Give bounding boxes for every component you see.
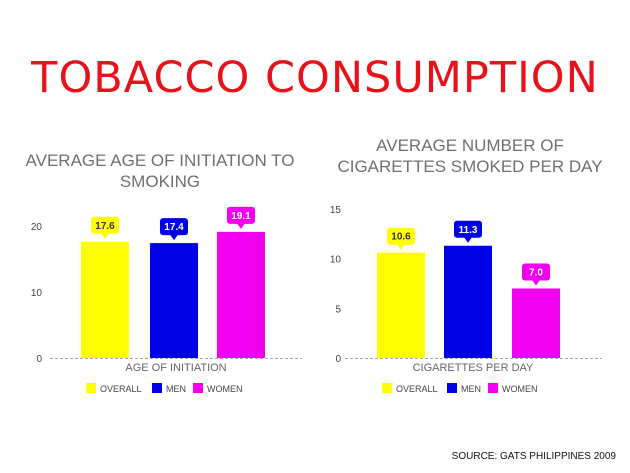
bar-men xyxy=(150,243,198,358)
value-label-men: 17.4 xyxy=(164,222,184,233)
legend-label-men: MEN xyxy=(461,384,481,394)
legend-label-overall: OVERALL xyxy=(396,384,438,394)
y-tick-label-10: 10 xyxy=(31,288,43,299)
value-label-women: 19.1 xyxy=(231,211,251,222)
value-callout-overall xyxy=(91,216,119,234)
legend-label-women: WOMEN xyxy=(207,384,243,394)
value-callout-men xyxy=(454,220,482,238)
value-callout-pointer-overall xyxy=(397,244,405,250)
y-tick-label-5: 5 xyxy=(335,304,341,315)
legend-swatch-women xyxy=(488,383,498,393)
chart-title-cigarettes-per-day: AVERAGE NUMBER OF CIGARETTES SMOKED PER … xyxy=(337,136,603,176)
y-tick-label-20: 20 xyxy=(31,222,43,233)
y-tick-label-0: 0 xyxy=(335,354,341,365)
bar-women xyxy=(217,231,265,358)
value-callout-pointer-women xyxy=(532,279,540,286)
value-label-overall: 17.6 xyxy=(95,221,115,232)
x-axis-label: AGE OF INITIATION xyxy=(125,362,226,374)
value-label-men: 11.3 xyxy=(459,225,478,236)
legend-swatch-overall xyxy=(382,383,392,393)
legend-swatch-women xyxy=(193,383,203,393)
source-note: SOURCE: GATS PHILIPPINES 2009 xyxy=(451,451,616,462)
value-callout-women xyxy=(227,206,255,224)
bar-overall xyxy=(377,252,425,358)
y-tick-label-10: 10 xyxy=(330,255,342,266)
value-callout-pointer-men xyxy=(170,234,178,241)
value-callout-overall xyxy=(387,227,415,245)
value-callout-men xyxy=(160,218,188,236)
legend-swatch-overall xyxy=(86,383,96,393)
value-callout-pointer-men xyxy=(464,237,472,243)
bar-men xyxy=(444,245,492,358)
bar-women xyxy=(512,288,560,358)
legend-swatch-men xyxy=(152,383,162,393)
value-callout-pointer-women xyxy=(237,223,245,229)
value-callout-women xyxy=(522,263,550,281)
legend-label-overall: OVERALL xyxy=(100,384,142,394)
value-label-overall: 10.6 xyxy=(391,232,411,243)
legend-label-women: WOMEN xyxy=(502,384,538,394)
legend-label-men: MEN xyxy=(166,384,186,394)
main-title: TOBACCO CONSUMPTION xyxy=(31,53,599,103)
bar-overall xyxy=(81,241,129,358)
value-label-women: 7.0 xyxy=(529,267,543,278)
y-tick-label-0: 0 xyxy=(36,354,42,365)
y-tick-label-15: 15 xyxy=(330,205,342,216)
chart-title-age-of-initiation: AVERAGE AGE OF INITIATION TO SMOKING xyxy=(25,151,295,191)
value-callout-pointer-overall xyxy=(101,233,109,239)
x-axis-label: CIGARETTES PER DAY xyxy=(413,362,534,374)
legend-swatch-men xyxy=(447,383,457,393)
